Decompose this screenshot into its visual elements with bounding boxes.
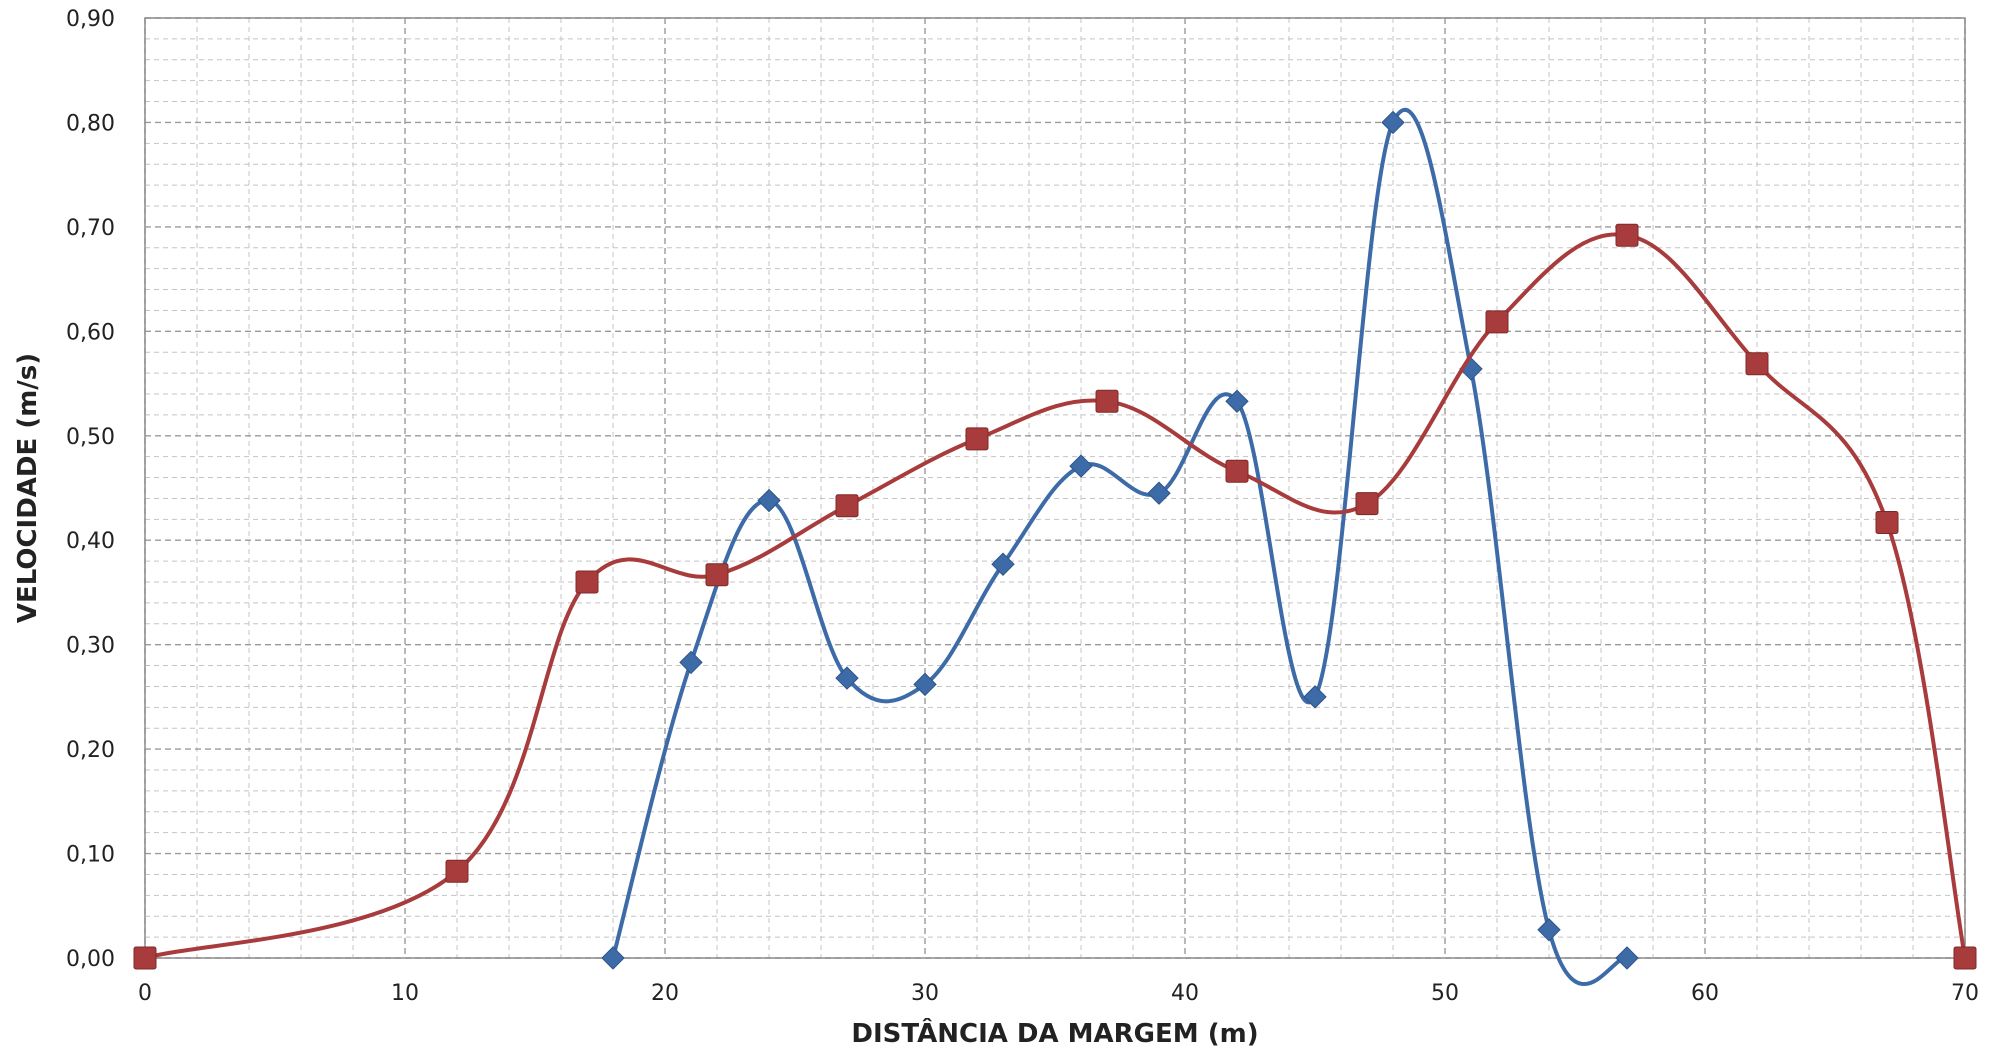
series-layer <box>133 107 1977 987</box>
x-axis-ticks: 0 10 20 30 40 50 60 70 <box>138 981 1979 1006</box>
y-tick-label: 0,80 <box>66 111 115 136</box>
series-2-point <box>445 859 469 883</box>
y-tick-label: 0,10 <box>66 843 115 868</box>
series-1-point <box>1537 918 1561 942</box>
x-tick-label: 40 <box>1171 981 1199 1006</box>
x-tick-label: 70 <box>1951 981 1979 1006</box>
y-tick-label: 0,60 <box>66 320 115 345</box>
series-1-point <box>1303 685 1327 709</box>
series-2-point <box>575 570 599 594</box>
y-axis-ticks: 0,00 0,10 0,20 0,30 0,40 0,50 0,60 0,70 0,80 0,90 <box>66 7 115 972</box>
y-tick-label: 0,50 <box>66 425 115 450</box>
y-tick-label: 0,00 <box>66 947 115 972</box>
series-1-point <box>835 666 859 690</box>
series-1-point <box>1147 481 1171 505</box>
series-1-point <box>913 672 937 697</box>
y-axis-title: VELOCIDADE (m/s) <box>13 353 43 623</box>
series-1-point <box>1069 454 1093 478</box>
series-2-point <box>705 563 729 587</box>
series-2-point <box>1745 352 1769 376</box>
series-1-point <box>1381 110 1405 135</box>
series-1-point <box>1615 946 1639 970</box>
series-1-point <box>757 488 781 513</box>
grid-lines <box>144 17 1966 959</box>
series-2-point <box>1225 459 1249 483</box>
series-2-point <box>1485 310 1509 334</box>
series-1-point <box>1225 389 1249 414</box>
x-tick-label: 60 <box>1691 981 1719 1006</box>
series-2-point <box>965 427 989 451</box>
series-2 <box>133 223 1977 970</box>
series-2-point <box>133 946 157 970</box>
series-2-line <box>143 232 1967 960</box>
series-2-point <box>1875 510 1899 534</box>
x-tick-label: 10 <box>391 981 419 1006</box>
series-1-point <box>601 946 625 970</box>
series-2-point <box>835 494 859 518</box>
x-tick-label: 30 <box>911 981 939 1006</box>
series-1-point <box>991 552 1015 576</box>
series-2-point <box>1355 492 1379 516</box>
plot-frame <box>144 17 1966 959</box>
y-tick-label: 0,70 <box>66 216 115 241</box>
series-2-point <box>1953 946 1977 970</box>
y-tick-label: 0,30 <box>66 634 115 659</box>
series-2-point <box>1095 389 1119 413</box>
x-tick-label: 50 <box>1431 981 1459 1006</box>
x-tick-label: 0 <box>138 981 152 1006</box>
series-1 <box>601 107 1639 987</box>
series-1-point <box>679 650 703 675</box>
x-tick-label: 20 <box>651 981 679 1006</box>
y-tick-label: 0,40 <box>66 529 115 554</box>
y-tick-label: 0,90 <box>66 7 115 32</box>
series-2-point <box>1615 223 1639 247</box>
y-tick-label: 0,20 <box>66 738 115 763</box>
series-1-line <box>611 107 1629 987</box>
x-axis-title: DISTÂNCIA DA MARGEM (m) <box>851 1017 1258 1049</box>
